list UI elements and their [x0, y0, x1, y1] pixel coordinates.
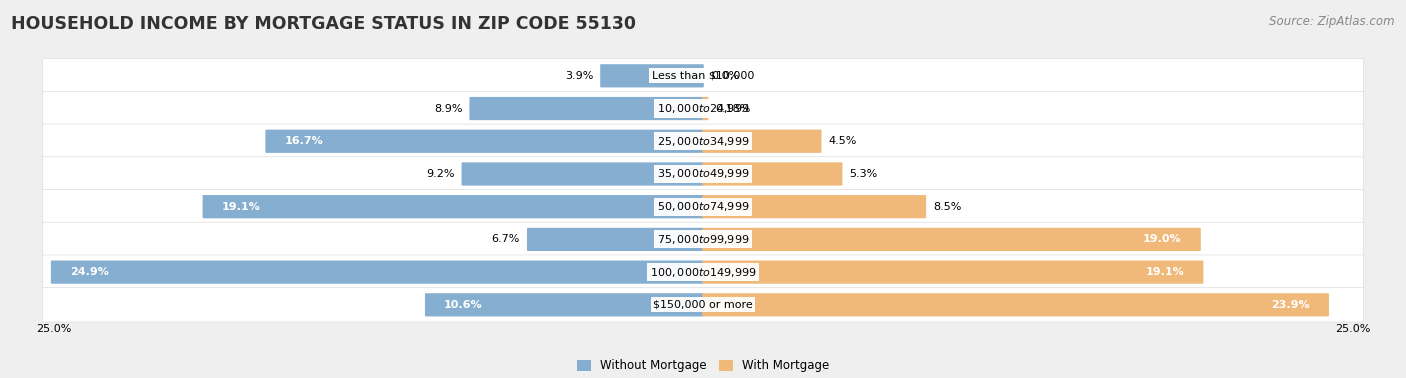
Text: 19.0%: 19.0% [1143, 234, 1181, 245]
FancyBboxPatch shape [527, 228, 704, 251]
FancyBboxPatch shape [702, 163, 842, 186]
Text: 10.6%: 10.6% [444, 300, 482, 310]
Text: 8.5%: 8.5% [934, 202, 962, 212]
Text: 8.9%: 8.9% [434, 104, 463, 113]
FancyBboxPatch shape [42, 91, 1364, 126]
Text: 3.9%: 3.9% [565, 71, 593, 81]
Text: HOUSEHOLD INCOME BY MORTGAGE STATUS IN ZIP CODE 55130: HOUSEHOLD INCOME BY MORTGAGE STATUS IN Z… [11, 15, 637, 33]
Text: 19.1%: 19.1% [1146, 267, 1184, 277]
Text: 19.1%: 19.1% [222, 202, 260, 212]
FancyBboxPatch shape [42, 189, 1364, 224]
FancyBboxPatch shape [461, 163, 704, 186]
Text: $150,000 or more: $150,000 or more [654, 300, 752, 310]
Text: 25.0%: 25.0% [37, 324, 72, 335]
Text: $10,000 to $24,999: $10,000 to $24,999 [657, 102, 749, 115]
Text: $50,000 to $74,999: $50,000 to $74,999 [657, 200, 749, 213]
FancyBboxPatch shape [202, 195, 704, 218]
FancyBboxPatch shape [702, 195, 927, 218]
Text: Less than $10,000: Less than $10,000 [652, 71, 754, 81]
FancyBboxPatch shape [702, 97, 709, 120]
FancyBboxPatch shape [42, 288, 1364, 322]
FancyBboxPatch shape [42, 157, 1364, 191]
Legend: Without Mortgage, With Mortgage: Without Mortgage, With Mortgage [572, 355, 834, 377]
FancyBboxPatch shape [470, 97, 704, 120]
FancyBboxPatch shape [51, 260, 704, 284]
Text: 23.9%: 23.9% [1271, 300, 1310, 310]
Text: 16.7%: 16.7% [284, 136, 323, 146]
FancyBboxPatch shape [266, 130, 704, 153]
Text: Source: ZipAtlas.com: Source: ZipAtlas.com [1270, 15, 1395, 28]
Text: 5.3%: 5.3% [849, 169, 877, 179]
Text: 24.9%: 24.9% [70, 267, 108, 277]
Text: 4.5%: 4.5% [828, 136, 856, 146]
Text: $100,000 to $149,999: $100,000 to $149,999 [650, 266, 756, 279]
Text: 0.0%: 0.0% [711, 71, 740, 81]
Text: 9.2%: 9.2% [426, 169, 454, 179]
FancyBboxPatch shape [600, 64, 704, 87]
Text: $25,000 to $34,999: $25,000 to $34,999 [657, 135, 749, 148]
Text: 6.7%: 6.7% [492, 234, 520, 245]
FancyBboxPatch shape [702, 260, 1204, 284]
FancyBboxPatch shape [425, 293, 704, 316]
FancyBboxPatch shape [702, 130, 821, 153]
FancyBboxPatch shape [42, 222, 1364, 257]
Text: $35,000 to $49,999: $35,000 to $49,999 [657, 167, 749, 180]
FancyBboxPatch shape [42, 124, 1364, 158]
FancyBboxPatch shape [702, 228, 1201, 251]
FancyBboxPatch shape [702, 293, 1329, 316]
Text: $75,000 to $99,999: $75,000 to $99,999 [657, 233, 749, 246]
Text: 0.18%: 0.18% [716, 104, 751, 113]
FancyBboxPatch shape [42, 255, 1364, 289]
Text: 25.0%: 25.0% [1334, 324, 1369, 335]
FancyBboxPatch shape [42, 59, 1364, 93]
